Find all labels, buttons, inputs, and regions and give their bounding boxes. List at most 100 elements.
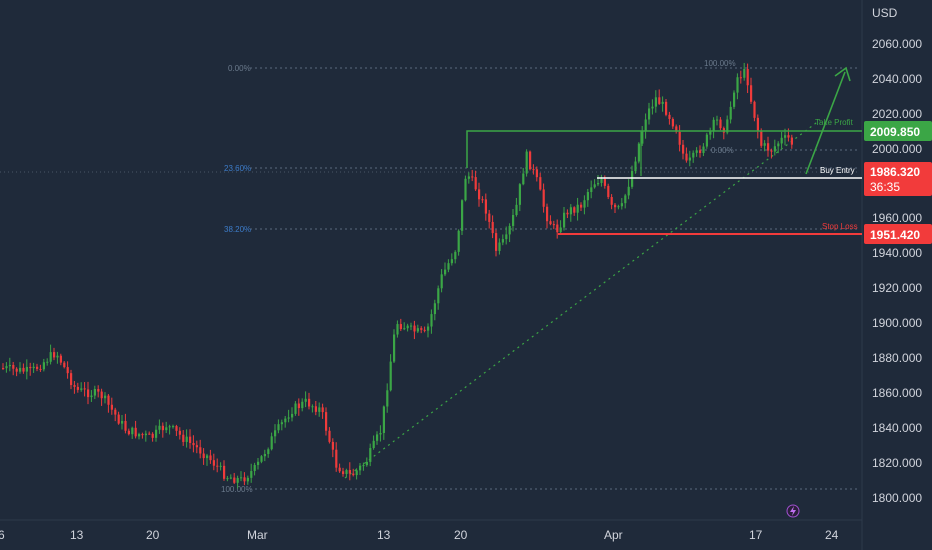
- candle-body: [117, 414, 120, 424]
- candle-body: [90, 395, 93, 398]
- candle-body: [481, 199, 484, 201]
- candle-body: [433, 303, 436, 315]
- y-tick: 1860.000: [872, 386, 922, 400]
- y-tick: 2040.000: [872, 72, 922, 86]
- candle-body: [192, 442, 195, 446]
- candle-body: [767, 143, 770, 151]
- candle-body: [743, 69, 746, 78]
- candle-body: [131, 427, 134, 435]
- candle-body: [42, 362, 45, 370]
- candle-body: [556, 224, 559, 233]
- candle-body: [603, 178, 606, 186]
- x-tick: 20: [146, 528, 160, 542]
- current-price-tag[interactable]: [864, 162, 932, 196]
- y-tick: 1820.000: [872, 456, 922, 470]
- candle-body: [467, 176, 470, 179]
- candle-body: [209, 455, 212, 461]
- x-tick: 13: [377, 528, 391, 542]
- stop-loss-price: 1951.420: [870, 228, 920, 242]
- candle-body: [620, 203, 623, 207]
- candle-body: [457, 230, 460, 252]
- candle-body: [199, 447, 202, 454]
- candle-body: [712, 119, 715, 131]
- candle-body: [685, 153, 688, 161]
- fib-label-bottom: 100.00%: [221, 485, 253, 494]
- candle-body: [172, 426, 175, 428]
- candle-body: [746, 69, 749, 86]
- stop-loss-price-tag[interactable]: [864, 224, 932, 244]
- candle-body: [495, 233, 498, 251]
- candle-body: [780, 137, 783, 144]
- candle-body: [338, 467, 341, 472]
- candle-body: [236, 477, 239, 483]
- candle-body: [413, 325, 416, 332]
- candle-body: [100, 391, 103, 399]
- candle-body: [617, 206, 620, 208]
- candle-body: [675, 126, 678, 132]
- price-axis[interactable]: [862, 0, 932, 550]
- candle-body: [461, 200, 464, 231]
- candle-body: [600, 178, 603, 183]
- candle-body: [546, 206, 549, 222]
- candle-body: [352, 473, 355, 476]
- candle-body: [223, 465, 226, 479]
- candle-body: [335, 449, 338, 468]
- candle-body: [539, 177, 542, 190]
- candle-body: [318, 407, 321, 412]
- candle-body: [682, 144, 685, 154]
- take-profit-line[interactable]: [466, 130, 862, 168]
- y-tick: 2020.000: [872, 107, 922, 121]
- candle-body: [719, 119, 722, 129]
- candle-body: [739, 77, 742, 79]
- candle-body: [22, 367, 25, 372]
- projection-arrow-head: [834, 66, 851, 82]
- candle-body: [291, 413, 294, 418]
- candle-body: [583, 200, 586, 208]
- candle-body: [396, 324, 399, 335]
- projection-arrow-line[interactable]: [805, 71, 846, 175]
- candle-body: [437, 288, 440, 304]
- candle-body: [270, 436, 273, 450]
- candle-body: [661, 101, 664, 104]
- candle-body: [410, 325, 413, 327]
- candle-body: [790, 137, 793, 145]
- candle-body: [15, 368, 18, 372]
- candle-body: [325, 412, 328, 431]
- candle-body: [498, 242, 501, 251]
- candle-body: [641, 131, 644, 144]
- candle-body: [607, 185, 610, 198]
- candle-body: [420, 328, 423, 330]
- candle-body: [25, 366, 28, 372]
- candle-body: [416, 328, 419, 332]
- candle-body: [464, 178, 467, 201]
- bar-countdown: 36:35: [870, 180, 900, 194]
- candle-body: [267, 449, 270, 454]
- candle-body: [379, 432, 382, 435]
- candle-body: [49, 352, 52, 362]
- candle-body: [736, 77, 739, 93]
- candle-body: [138, 434, 141, 437]
- candle-body: [284, 418, 287, 423]
- candle-body: [182, 434, 185, 442]
- candle-body: [372, 440, 375, 449]
- candle-body: [573, 207, 576, 213]
- candle-body: [76, 386, 79, 390]
- candle-body: [566, 212, 569, 215]
- plot-area[interactable]: [0, 0, 862, 520]
- candle-body: [141, 434, 144, 436]
- candle-body: [631, 171, 634, 187]
- candle-body: [430, 314, 433, 327]
- candle-body: [444, 269, 447, 275]
- candle-body: [314, 406, 317, 412]
- candle-body: [257, 461, 260, 465]
- take-profit-price: 2009.850: [870, 125, 920, 139]
- candle-body: [671, 118, 674, 127]
- candle-body: [716, 119, 719, 121]
- candle-body: [610, 197, 613, 205]
- candle-body: [297, 403, 300, 409]
- currency-label: USD: [872, 6, 898, 20]
- candle-body: [549, 221, 552, 225]
- take-profit-price-tag[interactable]: [864, 121, 932, 141]
